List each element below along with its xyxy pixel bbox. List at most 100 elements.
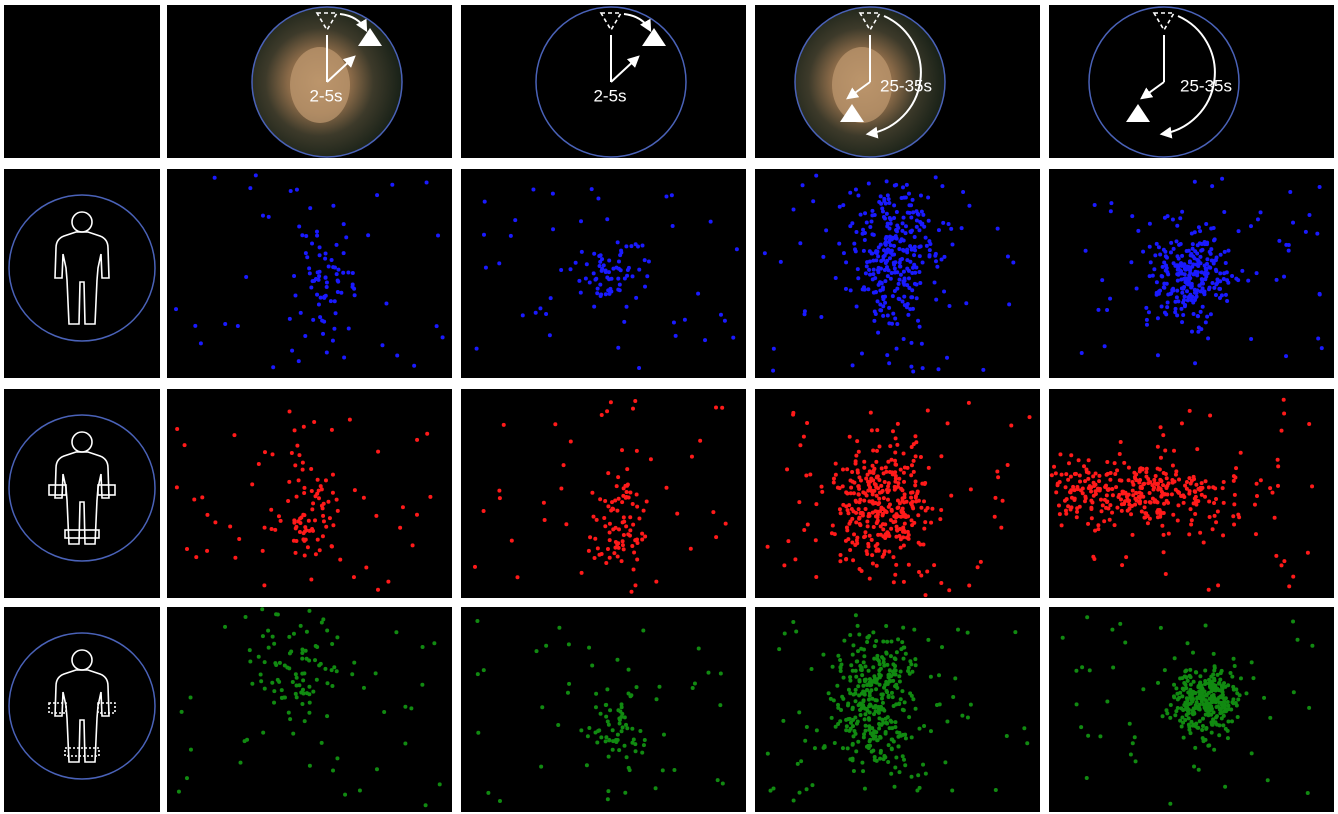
- gaze-point: [350, 672, 355, 677]
- gaze-point: [884, 510, 889, 515]
- gaze-point: [808, 472, 813, 477]
- gaze-point: [856, 276, 861, 281]
- gaze-point: [856, 193, 861, 198]
- gaze-point: [873, 482, 878, 487]
- gaze-point: [1080, 665, 1085, 670]
- gaze-point: [335, 290, 340, 295]
- gaze-point: [718, 312, 723, 317]
- gaze-point: [850, 221, 855, 226]
- gaze-point: [1277, 238, 1282, 243]
- gaze-point: [915, 211, 920, 216]
- gaze-point: [920, 260, 925, 265]
- gaze-point: [887, 226, 892, 231]
- gaze-point: [848, 288, 853, 293]
- gaze-point: [856, 739, 861, 744]
- gaze-point: [633, 538, 638, 543]
- gaze-point: [1202, 289, 1207, 294]
- gaze-point: [1274, 277, 1279, 282]
- gaze-point: [1207, 677, 1212, 682]
- gaze-point: [1124, 494, 1129, 499]
- gaze-point: [912, 234, 917, 239]
- gaze-point: [1147, 274, 1152, 279]
- gaze-point: [328, 299, 333, 304]
- gaze-point: [877, 444, 882, 449]
- gaze-point: [475, 619, 480, 624]
- gaze-point: [919, 573, 924, 578]
- condition-icon-1: [8, 194, 156, 342]
- gaze-point: [584, 262, 589, 267]
- gaze-point: [1191, 474, 1196, 479]
- gaze-point: [940, 184, 945, 189]
- gaze-point: [1154, 292, 1159, 297]
- gaze-point: [1140, 486, 1145, 491]
- gaze-point: [856, 449, 861, 454]
- gaze-point: [884, 265, 889, 270]
- gaze-point: [857, 679, 862, 684]
- gaze-point: [892, 656, 897, 661]
- gaze-point: [352, 286, 357, 291]
- gaze-point: [1207, 265, 1212, 270]
- gaze-point: [896, 744, 901, 749]
- gaze-point: [633, 583, 638, 588]
- gaze-point: [850, 540, 855, 545]
- gaze-point: [1305, 791, 1310, 796]
- gaze-point: [1112, 523, 1117, 528]
- gaze-point: [664, 485, 669, 490]
- gaze-point: [1315, 231, 1320, 236]
- gaze-point: [878, 288, 883, 293]
- gaze-point: [1284, 242, 1289, 247]
- gaze-point: [881, 496, 886, 501]
- gaze-point: [243, 615, 248, 620]
- gaze-point: [1195, 447, 1200, 452]
- gaze-point: [323, 256, 328, 261]
- gaze-point: [1130, 214, 1135, 219]
- gaze-point: [321, 617, 326, 622]
- gaze-point: [910, 197, 915, 202]
- gaze-point: [602, 516, 607, 521]
- gaze-point: [606, 789, 611, 794]
- gaze-point: [1188, 731, 1193, 736]
- gaze-point: [395, 353, 400, 358]
- gaze-point: [1170, 217, 1175, 222]
- gaze-point: [437, 782, 442, 787]
- gaze-point: [874, 459, 879, 464]
- gaze-point: [1206, 705, 1211, 710]
- gaze-point: [1083, 248, 1088, 253]
- gaze-point: [1209, 681, 1214, 686]
- gaze-point: [838, 559, 843, 564]
- gaze-point: [565, 690, 570, 695]
- gaze-point: [845, 746, 850, 751]
- gaze-point: [942, 289, 947, 294]
- gaze-point: [1199, 241, 1204, 246]
- gaze-point: [612, 551, 617, 556]
- gaze-point: [1176, 256, 1181, 261]
- gaze-point: [235, 323, 240, 328]
- gaze-point: [1230, 273, 1235, 278]
- gaze-point: [1087, 668, 1092, 673]
- gaze-point: [1174, 709, 1179, 714]
- gaze-point: [892, 252, 897, 257]
- gaze-point: [946, 221, 951, 226]
- gaze-point: [342, 355, 347, 360]
- gaze-point: [909, 518, 914, 523]
- gaze-point: [625, 467, 630, 472]
- gaze-point: [621, 547, 626, 552]
- gaze-point: [797, 500, 802, 505]
- gaze-point: [279, 688, 284, 693]
- gaze-point: [661, 732, 666, 737]
- gaze-point: [907, 286, 912, 291]
- gaze-point: [844, 490, 849, 495]
- gaze-point: [375, 193, 380, 198]
- gaze-point: [894, 209, 899, 214]
- gaze-point: [302, 485, 307, 490]
- gaze-point: [579, 219, 584, 224]
- gaze-point: [839, 708, 844, 713]
- gaze-point: [566, 642, 571, 647]
- gaze-point: [436, 233, 441, 238]
- gaze-point: [1126, 465, 1131, 470]
- gaze-point: [307, 266, 312, 271]
- gaze-point: [1079, 351, 1084, 356]
- gaze-point: [1069, 488, 1074, 493]
- gaze-point: [883, 730, 888, 735]
- gaze-point: [1231, 474, 1236, 479]
